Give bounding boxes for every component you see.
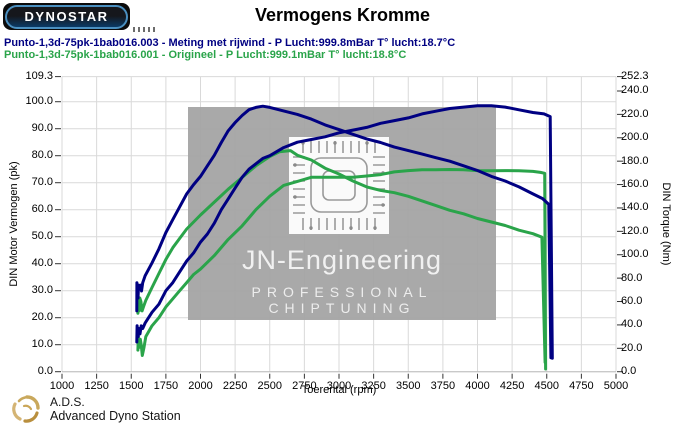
tick-label: 80.0 (621, 271, 643, 284)
tick-label: 0.0 (621, 365, 637, 378)
tick-label: 180.0 (621, 154, 649, 167)
tick-label: 200.0 (621, 131, 649, 144)
ads-abbr: A.D.S. (50, 395, 85, 409)
tick-label: 240.0 (621, 84, 649, 97)
y-left-axis-title: DIN Motor Vermogen (pk) (8, 161, 20, 287)
chip-icon (289, 137, 389, 234)
tick-label: 2000 (188, 379, 213, 392)
tick-label: 1250 (84, 379, 109, 392)
tick-label: 140.0 (621, 201, 649, 214)
tick-label: 60.0 (621, 295, 643, 308)
legend-run-original: Punto-1,3d-75pk-1bab016.001 - Origineel … (4, 49, 407, 61)
tick-label: 0.0 (37, 365, 53, 378)
legend-run-tuned: Punto-1,3d-75pk-1bab016.003 - Meting met… (4, 37, 456, 49)
tick-label: 1000 (49, 379, 75, 392)
ads-name: Advanced Dyno Station (50, 409, 181, 423)
tick-label: 2250 (222, 379, 248, 392)
tick-label: 2500 (257, 379, 282, 392)
tick-label: 40.0 (621, 318, 643, 331)
tick-label: 3750 (430, 379, 456, 392)
tick-label: 4000 (465, 379, 490, 392)
tick-label: 120.0 (621, 224, 649, 237)
tick-label: 20.0 (621, 341, 643, 354)
y-right-axis-title: DIN Torque (Nm) (660, 182, 672, 266)
dynostar-logo-text: DYNOSTAR (24, 9, 109, 24)
tick-label: 10.0 (31, 338, 53, 351)
tick-label: 160.0 (621, 178, 649, 191)
tick-label: 5000 (603, 379, 629, 392)
tick-label: 100.0 (621, 248, 649, 261)
logo-smudge (133, 27, 157, 32)
tick-label: 1500 (119, 379, 144, 392)
tick-label: 1750 (153, 379, 179, 392)
x-axis-title: Toerental (rpm) (301, 384, 377, 396)
tick-label: 220.0 (621, 107, 649, 120)
watermark: JN-Engineering PROFESSIONAL CHIPTUNING (188, 107, 496, 320)
ads-swirl-icon (12, 395, 40, 423)
tick-label: 90.0 (31, 122, 53, 135)
tick-label: 4250 (499, 379, 525, 392)
dynostar-logo: DYNOSTAR (3, 3, 130, 30)
tick-label: 252.3 (621, 70, 649, 83)
watermark-company: JN-Engineering (241, 245, 443, 275)
tick-label: 4500 (534, 379, 559, 392)
ads-footer: A.D.S. Advanced Dyno Station (10, 394, 181, 426)
tick-label: 20.0 (31, 311, 53, 324)
tick-label: 4750 (569, 379, 594, 392)
tick-label: 80.0 (31, 149, 53, 162)
watermark-tagline: PROFESSIONAL CHIPTUNING (251, 284, 433, 316)
page-title: Vermogens Kromme (254, 5, 431, 25)
tick-label: 109.3 (25, 70, 53, 83)
tick-label: 100.0 (25, 95, 53, 108)
tick-label: 3500 (396, 379, 421, 392)
dynostar-logo-pill: DYNOSTAR (5, 4, 128, 29)
